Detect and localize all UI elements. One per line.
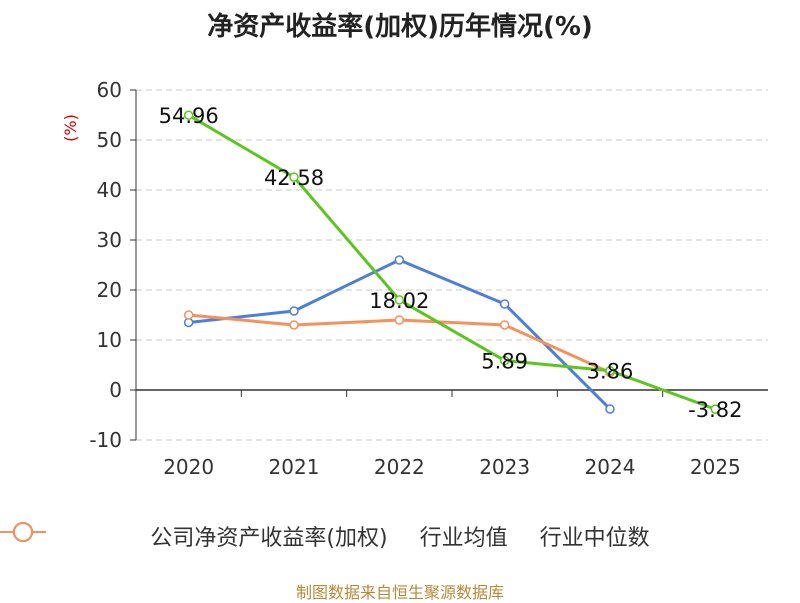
x-tick-label: 2020 bbox=[163, 455, 214, 479]
data-point bbox=[394, 255, 405, 265]
data-point bbox=[289, 306, 299, 316]
x-tick-label: 2024 bbox=[585, 455, 636, 479]
legend-label-company-roe: 公司净资产收益率(加权) bbox=[150, 526, 388, 551]
legend-item-company-roe[interactable]: 公司净资产收益率(加权) bbox=[0, 520, 388, 552]
series-line bbox=[187, 113, 716, 411]
y-tick-label: 50 bbox=[97, 128, 122, 152]
y-axis-title: (%) bbox=[61, 114, 80, 142]
data-point bbox=[605, 365, 615, 376]
chart-legend: 公司净资产收益率(加权) 行业均值 行业中位数 bbox=[0, 520, 800, 552]
data-source-note: 制图数据来自恒生聚源数据库 bbox=[295, 583, 504, 602]
y-tick-label: 60 bbox=[97, 78, 122, 102]
data-label: 54.96 bbox=[159, 104, 219, 128]
y-tick-label: 0 bbox=[109, 378, 122, 402]
data-label: -3.82 bbox=[688, 398, 742, 422]
data-point bbox=[499, 320, 510, 330]
data-label: 3.86 bbox=[587, 360, 634, 384]
y-tick-label: -10 bbox=[89, 428, 122, 452]
chart-title: 净资产收益率(加权)历年情况(%) bbox=[207, 12, 593, 42]
data-point bbox=[289, 320, 299, 330]
y-tick-label: 30 bbox=[97, 228, 122, 252]
y-tick-label: 10 bbox=[97, 328, 122, 352]
data-point bbox=[499, 355, 510, 366]
data-point bbox=[183, 110, 194, 120]
data-point bbox=[710, 404, 721, 414]
legend-item-industry-mean[interactable]: 行业均值 bbox=[0, 520, 508, 552]
data-point bbox=[394, 315, 405, 325]
y-tick-label: 20 bbox=[97, 278, 122, 302]
series-line bbox=[188, 258, 612, 411]
data-label: 42.58 bbox=[264, 166, 324, 190]
legend-item-industry-median[interactable]: 行业中位数 bbox=[0, 520, 650, 552]
data-label: 5.89 bbox=[481, 350, 528, 374]
legend-label-industry-mean: 行业均值 bbox=[419, 526, 508, 551]
legend-label-industry-median: 行业中位数 bbox=[539, 526, 650, 551]
data-point bbox=[289, 172, 299, 182]
data-point bbox=[394, 295, 405, 305]
data-point bbox=[605, 404, 615, 414]
x-tick-label: 2025 bbox=[690, 455, 741, 479]
y-tick-label: 40 bbox=[97, 178, 122, 202]
legend-marker-industry-median bbox=[0, 522, 46, 542]
x-tick-label: 2022 bbox=[374, 455, 425, 479]
data-label: 18.02 bbox=[369, 289, 429, 313]
data-point bbox=[183, 310, 194, 320]
data-point bbox=[499, 299, 510, 309]
x-tick-label: 2021 bbox=[269, 455, 320, 479]
x-tick-label: 2023 bbox=[479, 455, 530, 479]
